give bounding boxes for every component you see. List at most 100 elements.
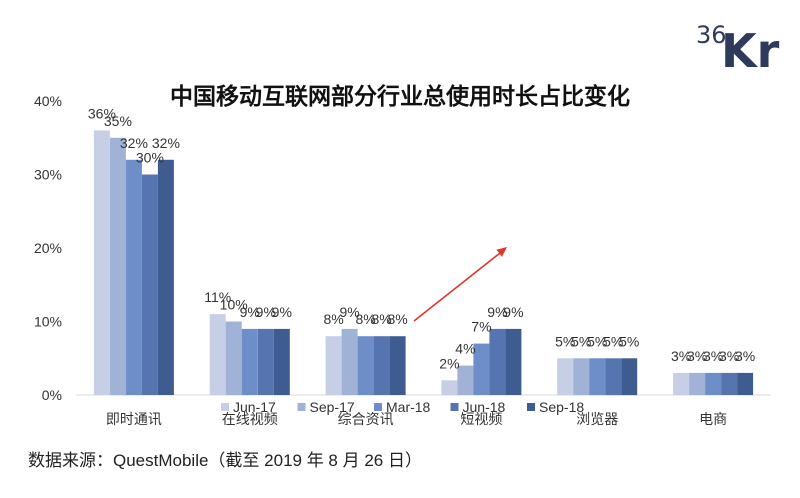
logo-prefix: 36 bbox=[696, 21, 727, 49]
category-label: 即时通讯 bbox=[106, 411, 162, 427]
y-axis: 0% 10% 20% 30% 40% bbox=[34, 93, 62, 403]
bar bbox=[225, 321, 242, 395]
data-label: 7% bbox=[471, 319, 491, 335]
bar bbox=[273, 328, 290, 395]
data-label: 3% bbox=[735, 348, 755, 364]
data-label: 9% bbox=[256, 304, 276, 320]
y-tick-label: 10% bbox=[34, 314, 62, 330]
bar bbox=[389, 336, 406, 395]
legend-marker bbox=[297, 403, 306, 411]
bar bbox=[341, 328, 358, 395]
category-label: 短视频 bbox=[460, 411, 502, 427]
y-tick-label: 40% bbox=[34, 93, 62, 109]
legend-item: Jun-17 bbox=[221, 399, 276, 415]
data-label: 5% bbox=[587, 333, 607, 349]
bar bbox=[125, 159, 142, 395]
legend-marker bbox=[374, 403, 382, 411]
bars bbox=[93, 130, 754, 396]
bar bbox=[241, 328, 258, 395]
data-labels: 36%11%8%2%5%3%35%10% 9%4% 5%3%32%9% 8% 7%5%3… bbox=[88, 105, 755, 371]
data-label: 3% bbox=[703, 348, 723, 364]
data-label: 3% bbox=[719, 348, 739, 364]
category-label: 在线视频 bbox=[222, 411, 278, 427]
data-label: 35% bbox=[104, 113, 132, 129]
legend-label: Mar-18 bbox=[386, 399, 431, 415]
bar bbox=[357, 336, 374, 395]
data-label: 9% bbox=[240, 304, 260, 320]
data-label: 32% bbox=[152, 135, 180, 151]
legend-item: Sep-18 bbox=[527, 399, 584, 415]
bar bbox=[673, 372, 690, 395]
legend-item: Jun-18 bbox=[450, 399, 506, 415]
bar bbox=[441, 380, 458, 395]
bar bbox=[737, 372, 754, 395]
data-label: 3% bbox=[687, 348, 707, 364]
bar bbox=[109, 137, 126, 396]
category-label: 电商 bbox=[699, 411, 727, 427]
x-axis: 即时通讯 在线视频 综合资讯 短视频 浏览器 电商 bbox=[106, 411, 727, 427]
legend-marker bbox=[527, 403, 535, 411]
trend-arrow bbox=[413, 247, 507, 322]
data-label: 8% bbox=[355, 311, 375, 327]
data-label: 2% bbox=[439, 355, 459, 371]
bar bbox=[621, 358, 638, 396]
legend-label: Jun-18 bbox=[463, 399, 506, 415]
bar bbox=[93, 130, 110, 395]
data-label: 11% bbox=[204, 289, 231, 305]
data-label: 5% bbox=[619, 333, 639, 349]
legend-item: Sep-17 bbox=[297, 399, 355, 415]
chart-title: 中国移动互联网部分行业总使用时长占比变化 bbox=[170, 83, 630, 109]
data-label: 8% bbox=[387, 311, 407, 327]
data-label: 5% bbox=[555, 333, 575, 349]
bar bbox=[721, 372, 738, 395]
bar bbox=[589, 358, 606, 396]
brand-logo: 36 Kr bbox=[696, 21, 780, 78]
legend-label: Sep-17 bbox=[310, 399, 355, 415]
trend-arrow-line bbox=[413, 252, 501, 322]
data-label: 32% bbox=[120, 135, 148, 151]
y-tick-label: 0% bbox=[42, 387, 62, 403]
y-tick-label: 30% bbox=[34, 167, 62, 183]
legend: Jun-17 Sep-17 Mar-18 Jun-18 Sep-18 bbox=[221, 399, 584, 415]
data-label: 36% bbox=[88, 105, 116, 121]
bar bbox=[325, 336, 342, 395]
bar bbox=[209, 314, 226, 395]
logo-main: Kr bbox=[721, 24, 780, 78]
bar bbox=[689, 372, 706, 395]
data-label: 9% bbox=[339, 304, 359, 320]
y-tick-label: 20% bbox=[34, 240, 62, 256]
bar bbox=[705, 372, 722, 395]
bar bbox=[457, 365, 474, 395]
bar bbox=[573, 358, 590, 396]
bar bbox=[557, 358, 574, 396]
bar bbox=[605, 358, 622, 396]
bar bbox=[157, 159, 174, 395]
data-label: 9% bbox=[487, 304, 507, 320]
data-label: 9% bbox=[503, 304, 523, 320]
data-label: 30% bbox=[136, 150, 164, 166]
data-label: 8% bbox=[371, 311, 391, 327]
source-note: 数据来源：QuestMobile（截至 2019 年 8 月 26 日） bbox=[28, 451, 422, 470]
legend-marker bbox=[450, 403, 459, 411]
bar bbox=[141, 174, 158, 395]
bar bbox=[505, 328, 522, 395]
data-label: 5% bbox=[571, 333, 591, 349]
data-label: 3% bbox=[671, 348, 691, 364]
trend-arrow-head bbox=[496, 247, 507, 257]
category-label: 浏览器 bbox=[576, 411, 618, 427]
bar bbox=[257, 328, 274, 395]
category-label: 综合资讯 bbox=[338, 411, 394, 427]
data-label: 9% bbox=[272, 304, 292, 320]
legend-marker bbox=[221, 403, 229, 411]
bar bbox=[489, 328, 506, 395]
bar bbox=[373, 336, 390, 395]
legend-item: Mar-18 bbox=[374, 399, 431, 415]
data-label: 10% bbox=[220, 297, 248, 313]
legend-label: Sep-18 bbox=[539, 399, 584, 415]
bar bbox=[473, 343, 490, 395]
data-label: 5% bbox=[603, 333, 623, 349]
data-label: 8% bbox=[323, 311, 343, 327]
legend-label: Jun-17 bbox=[233, 399, 276, 415]
data-label: 4% bbox=[455, 341, 475, 357]
